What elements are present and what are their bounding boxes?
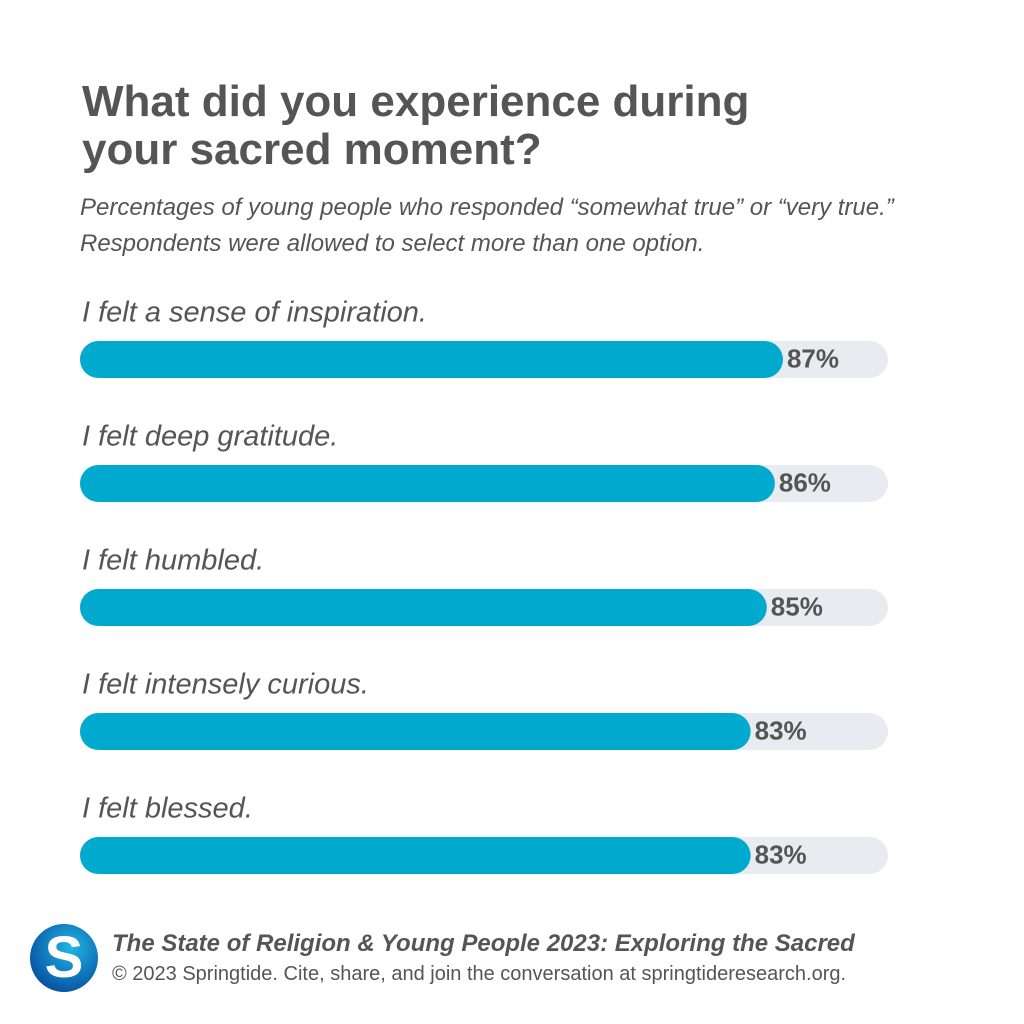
bar xyxy=(80,713,751,750)
bar xyxy=(80,837,751,874)
value-label: 85% xyxy=(771,591,823,621)
value-label: 83% xyxy=(755,839,807,869)
chart-subtitle: Percentages of young people who responde… xyxy=(80,194,894,257)
bar xyxy=(80,341,783,378)
copyright: © 2023 Springtide. Cite, share, and join… xyxy=(112,963,847,985)
chart-title: What did you experience during your sacr… xyxy=(82,77,750,174)
bar xyxy=(80,465,775,502)
value-label: 86% xyxy=(779,467,831,497)
source: The State of Religion & Young People 202… xyxy=(112,930,855,957)
logo: S xyxy=(30,924,98,992)
bar xyxy=(80,589,767,626)
category-label: I felt deep gratitude. xyxy=(82,421,338,453)
category-label: I felt humbled. xyxy=(82,545,264,577)
value-label: 83% xyxy=(755,715,807,745)
category-label: I felt a sense of inspiration. xyxy=(82,297,427,329)
category-label: I felt blessed. xyxy=(82,793,253,825)
chart: I felt a sense of inspiration. 87% I felt … xyxy=(80,297,888,874)
value-label: 87% xyxy=(787,343,839,373)
category-label: I felt intensely curious. xyxy=(82,669,369,701)
